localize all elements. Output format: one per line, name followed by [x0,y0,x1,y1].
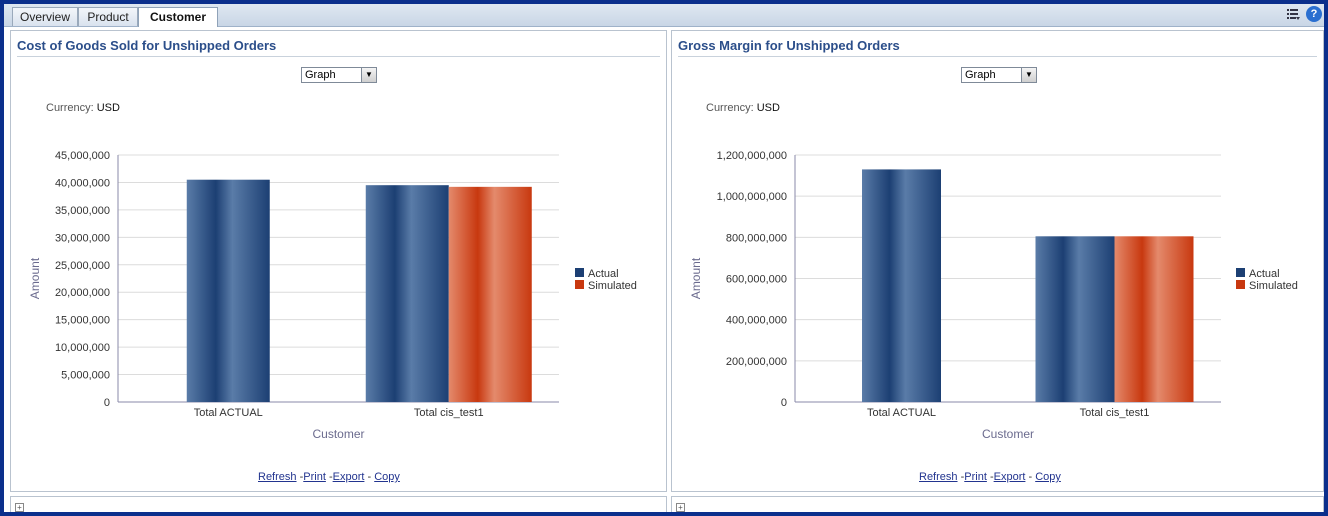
export-link[interactable]: Export [993,471,1026,483]
y-axis-title: Amount [689,257,703,299]
list-menu-icon[interactable] [1286,7,1300,21]
cogs-bar-chart: 0 5,000,000 10,000,000 15,000,000 20,000,000… [28,150,637,441]
y-tick-label: 15,000,000 [55,315,110,327]
refresh-link[interactable]: Refresh [919,471,958,483]
y-tick-label: 10,000,000 [55,342,110,354]
legend-swatch-actual [1236,268,1245,277]
legend-swatch-actual [575,268,584,277]
tab-customer[interactable]: Customer [138,7,218,27]
tab-product[interactable]: Product [78,7,138,26]
expand-icon[interactable]: + [676,503,685,512]
y-tick-label: 200,000,000 [726,356,787,368]
help-icon[interactable]: ? [1306,6,1322,22]
y-tick-label: 0 [781,397,787,409]
next-panel-header: + [10,496,667,512]
legend-label: Actual [588,268,619,280]
copy-link[interactable]: Copy [374,471,400,483]
x-tick-label: Total ACTUAL [194,407,263,419]
view-select-value: Graph [305,69,336,81]
bar-actual [365,185,449,402]
y-tick-label: 600,000,000 [726,274,787,286]
currency-info: Currency: USD [46,102,120,114]
refresh-link[interactable]: Refresh [258,471,297,483]
export-link[interactable]: Export [332,471,365,483]
y-tick-label: 1,000,000,000 [717,191,787,203]
y-tick-label: 1,200,000,000 [717,150,787,162]
legend-swatch-simulated [1236,280,1245,289]
gross-margin-bar-chart: 0 200,000,000 400,000,000 600,000,000 800,00… [689,150,1298,441]
view-select-value: Graph [965,69,996,81]
legend-label: Simulated [1249,280,1298,292]
x-axis-title: Customer [312,427,364,441]
panel-title: Cost of Goods Sold for Unshipped Orders [17,38,277,53]
y-tick-label: 45,000,000 [55,150,110,162]
cogs-panel: Cost of Goods Sold for Unshipped Orders … [10,30,667,492]
x-axis-title: Customer [982,427,1034,441]
dropdown-arrow-icon[interactable]: ▼ [361,68,376,82]
legend-swatch-simulated [575,280,584,289]
bar-simulated [448,186,532,402]
y-axis-title: Amount [28,257,42,299]
gross-margin-panel: Gross Margin for Unshipped Orders Graph … [671,30,1324,492]
bar-actual [1035,236,1115,402]
panel-links: Refresh -Print -Export - Copy [258,471,400,483]
next-panel-header: + [671,496,1324,512]
tab-bar: Overview Product Customer ? [4,4,1324,27]
y-tick-label: 30,000,000 [55,232,110,244]
y-tick-label: 35,000,000 [55,205,110,217]
y-tick-label: 40,000,000 [55,177,110,189]
y-tick-label: 25,000,000 [55,260,110,272]
print-link[interactable]: Print [964,471,987,483]
bar-actual [186,179,270,402]
panel-title: Gross Margin for Unshipped Orders [678,38,900,53]
x-tick-label: Total ACTUAL [867,407,936,419]
y-tick-label: 400,000,000 [726,315,787,327]
y-tick-label: 800,000,000 [726,232,787,244]
y-tick-label: 5,000,000 [61,370,110,382]
legend-label: Actual [1249,268,1280,280]
view-select[interactable]: Graph ▼ [301,67,377,83]
dropdown-arrow-icon[interactable]: ▼ [1021,68,1036,82]
legend-label: Simulated [588,280,637,292]
print-link[interactable]: Print [303,471,326,483]
currency-info: Currency: USD [706,102,780,114]
expand-icon[interactable]: + [15,503,24,512]
title-divider [17,56,660,57]
currency-value: USD [756,102,780,114]
y-tick-label: 20,000,000 [55,287,110,299]
currency-label: Currency: [706,102,754,114]
title-divider [678,56,1317,57]
view-select[interactable]: Graph ▼ [961,67,1037,83]
tab-overview[interactable]: Overview [12,7,78,26]
x-tick-label: Total cis_test1 [1080,407,1150,419]
y-tick-label: 0 [104,397,110,409]
currency-value: USD [96,102,120,114]
x-tick-label: Total cis_test1 [414,407,484,419]
copy-link[interactable]: Copy [1035,471,1061,483]
dashboard-frame: Overview Product Customer ? Cost of Good… [4,4,1324,512]
tabbar-icons: ? [1286,6,1322,22]
panel-links: Refresh -Print -Export - Copy [919,471,1061,483]
bar-simulated [1114,236,1194,402]
currency-label: Currency: [46,102,94,114]
bar-actual [862,169,941,402]
